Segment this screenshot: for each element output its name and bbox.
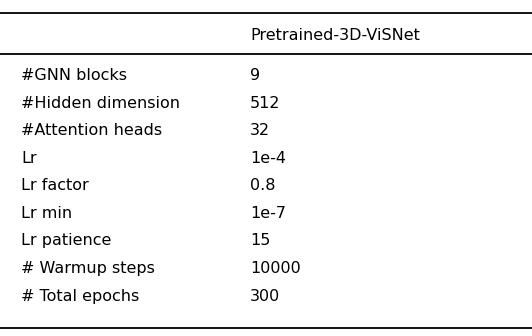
Text: #Hidden dimension: #Hidden dimension — [21, 96, 180, 111]
Text: #GNN blocks: #GNN blocks — [21, 68, 127, 83]
Text: 15: 15 — [250, 234, 270, 248]
Text: #Attention heads: #Attention heads — [21, 123, 162, 138]
Text: 300: 300 — [250, 289, 280, 303]
Text: # Warmup steps: # Warmup steps — [21, 261, 155, 276]
Text: 10000: 10000 — [250, 261, 301, 276]
Text: 0.8: 0.8 — [250, 178, 276, 193]
Text: Lr: Lr — [21, 151, 37, 166]
Text: # Total epochs: # Total epochs — [21, 289, 139, 303]
Text: Lr factor: Lr factor — [21, 178, 89, 193]
Text: 512: 512 — [250, 96, 280, 111]
Text: Lr patience: Lr patience — [21, 234, 112, 248]
Text: 1e-4: 1e-4 — [250, 151, 286, 166]
Text: 1e-7: 1e-7 — [250, 206, 286, 221]
Text: 32: 32 — [250, 123, 270, 138]
Text: Lr min: Lr min — [21, 206, 72, 221]
Text: 9: 9 — [250, 68, 260, 83]
Text: Pretrained-3D-ViSNet: Pretrained-3D-ViSNet — [250, 28, 420, 43]
